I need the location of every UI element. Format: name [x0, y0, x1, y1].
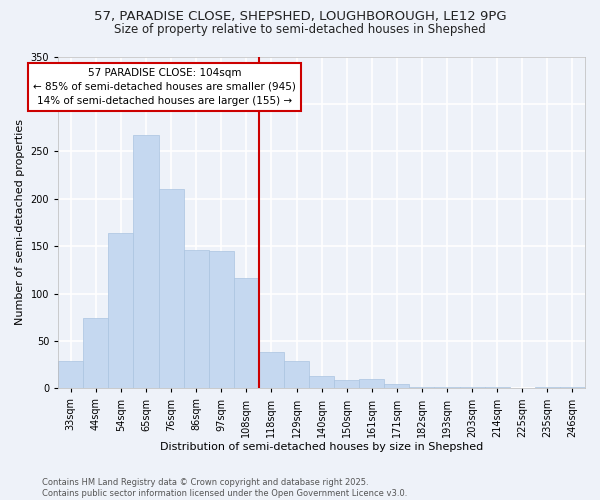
Text: 57, PARADISE CLOSE, SHEPSHED, LOUGHBOROUGH, LE12 9PG: 57, PARADISE CLOSE, SHEPSHED, LOUGHBOROU…	[94, 10, 506, 23]
Bar	[409, 386, 434, 388]
Bar	[309, 376, 334, 388]
Text: Contains HM Land Registry data © Crown copyright and database right 2025.
Contai: Contains HM Land Registry data © Crown c…	[42, 478, 407, 498]
Text: Size of property relative to semi-detached houses in Shepshed: Size of property relative to semi-detach…	[114, 22, 486, 36]
Text: 57 PARADISE CLOSE: 104sqm
← 85% of semi-detached houses are smaller (945)
14% of: 57 PARADISE CLOSE: 104sqm ← 85% of semi-…	[34, 68, 296, 106]
Bar	[158, 190, 184, 388]
Bar	[234, 278, 259, 388]
Bar	[83, 318, 109, 388]
Bar	[184, 250, 209, 388]
Bar	[133, 135, 158, 388]
X-axis label: Distribution of semi-detached houses by size in Shepshed: Distribution of semi-detached houses by …	[160, 442, 483, 452]
Bar	[58, 361, 83, 388]
Bar	[334, 380, 359, 388]
Bar	[259, 352, 284, 388]
Bar	[359, 379, 385, 388]
Y-axis label: Number of semi-detached properties: Number of semi-detached properties	[15, 120, 25, 326]
Bar	[284, 361, 309, 388]
Bar	[560, 386, 585, 388]
Bar	[109, 233, 133, 388]
Bar	[209, 251, 234, 388]
Bar	[385, 384, 409, 388]
